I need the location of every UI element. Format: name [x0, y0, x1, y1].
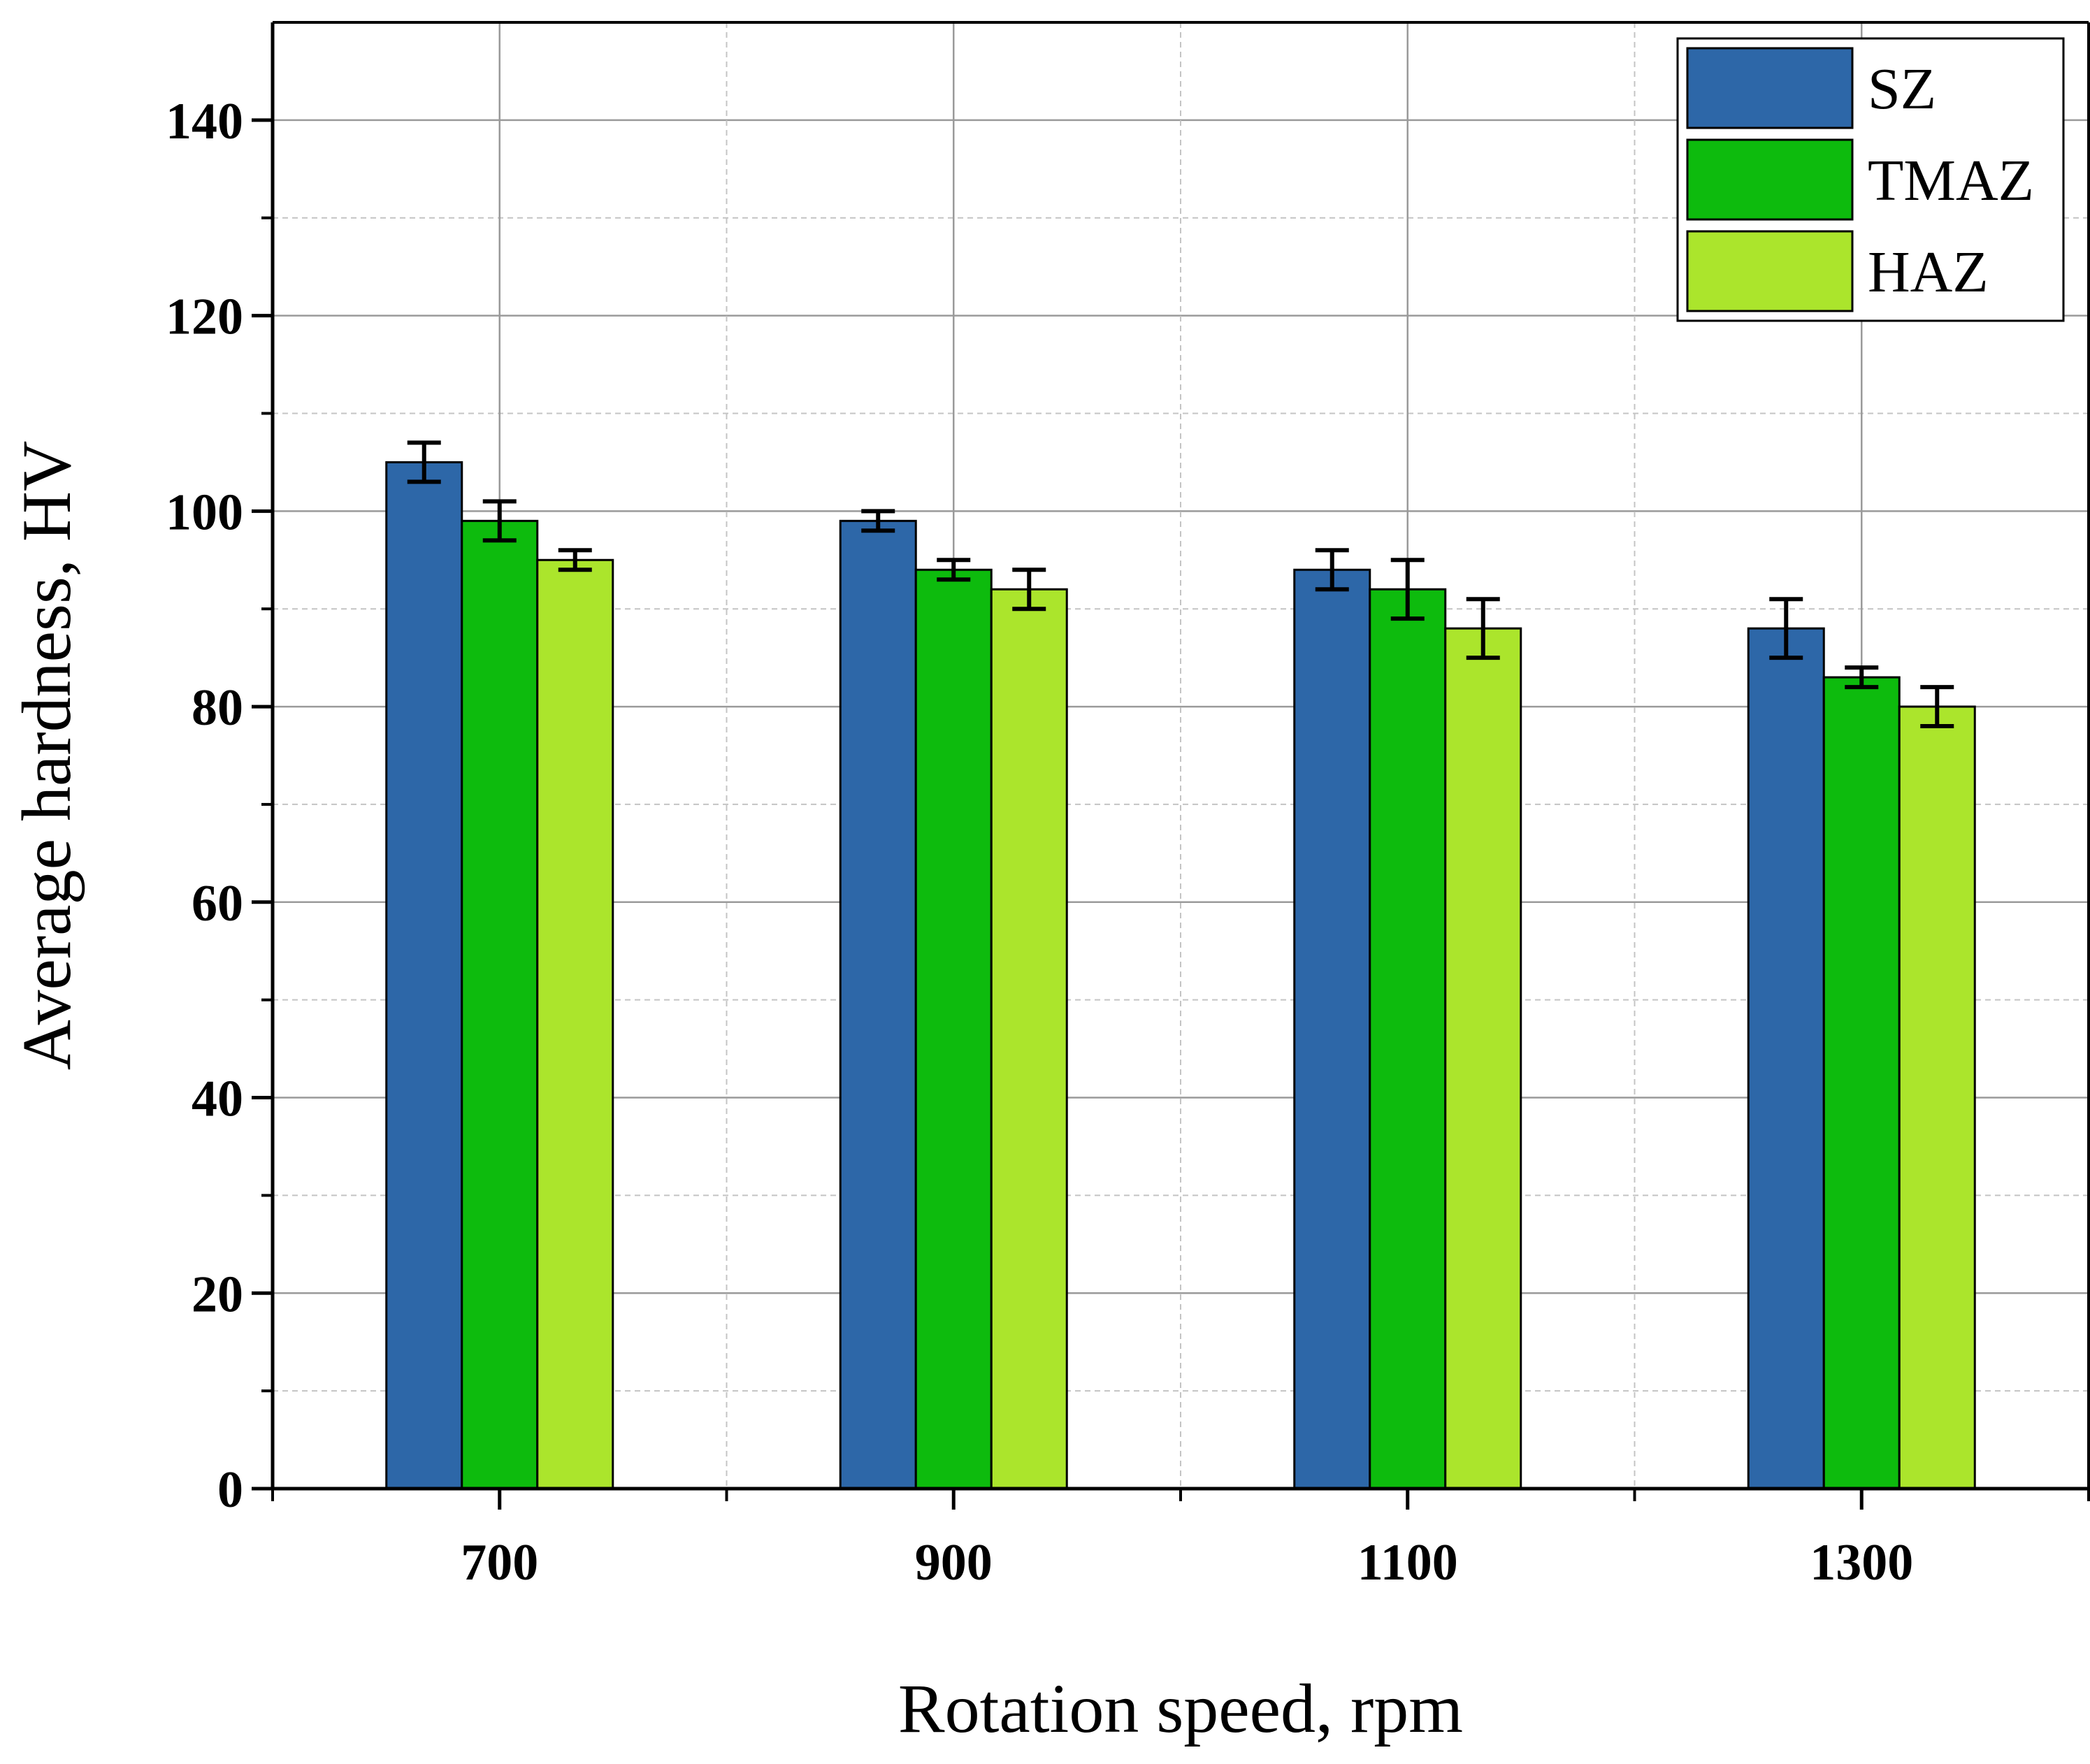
error-bar-tmaz-700 — [482, 499, 517, 543]
bar-tmaz-1300 — [1822, 676, 1901, 1490]
legend-swatch-tmaz — [1686, 138, 1854, 221]
bar-haz-700 — [536, 558, 614, 1490]
bar-tmaz-1100 — [1369, 588, 1447, 1490]
bar-sz-1100 — [1293, 568, 1371, 1490]
error-bar-tmaz-900 — [937, 558, 971, 582]
bar-sz-700 — [385, 461, 463, 1490]
error-bar-haz-700 — [558, 548, 592, 572]
x-tick-label: 1100 — [1357, 1534, 1458, 1591]
error-bar-tmaz-1100 — [1390, 558, 1425, 621]
legend-swatch-haz — [1686, 230, 1854, 312]
error-bar-sz-1100 — [1315, 548, 1349, 592]
x-tick-label: 1300 — [1810, 1534, 1913, 1591]
legend-label-haz: HAZ — [1868, 240, 1989, 305]
y-axis-title: Average hardness, HV — [8, 441, 85, 1071]
error-bar-haz-1100 — [1466, 597, 1500, 660]
error-bar-sz-900 — [861, 509, 895, 533]
y-tick-label: 80 — [192, 679, 243, 737]
y-tick-label: 0 — [217, 1461, 243, 1519]
y-tick-label: 60 — [192, 875, 243, 932]
legend-label-sz: SZ — [1868, 57, 1936, 122]
bar-haz-900 — [990, 588, 1068, 1490]
error-bar-haz-1300 — [1920, 685, 1954, 729]
x-tick-label: 700 — [461, 1534, 538, 1591]
bar-sz-1300 — [1747, 627, 1825, 1490]
bar-tmaz-700 — [461, 519, 539, 1490]
bar-sz-900 — [839, 519, 917, 1490]
error-bar-sz-700 — [407, 440, 441, 484]
y-tick-label: 100 — [166, 484, 243, 541]
tick-labels: 0 20 40 60 80 100 120 140 700 900 1100 1300 — [166, 93, 1913, 1591]
x-tick-label: 900 — [915, 1534, 993, 1591]
bars — [385, 440, 1976, 1490]
y-tick-label: 120 — [166, 289, 243, 346]
y-tick-label: 40 — [192, 1071, 243, 1128]
x-axis-title: Rotation speed, rpm — [898, 1670, 1463, 1747]
legend-label-tmaz: TMAZ — [1868, 148, 2034, 213]
y-tick-label: 140 — [166, 93, 243, 150]
error-bar-tmaz-1300 — [1845, 665, 1879, 690]
legend-swatch-sz — [1686, 47, 1854, 129]
axes — [252, 21, 2090, 1510]
error-bar-sz-1300 — [1769, 597, 1803, 660]
bar-tmaz-900 — [914, 568, 993, 1490]
y-tick-label: 20 — [192, 1266, 243, 1323]
error-bar-haz-900 — [1012, 567, 1046, 612]
legend: SZ TMAZ HAZ — [1676, 37, 2065, 322]
bar-haz-1100 — [1444, 627, 1522, 1490]
bar-haz-1300 — [1898, 705, 1976, 1490]
